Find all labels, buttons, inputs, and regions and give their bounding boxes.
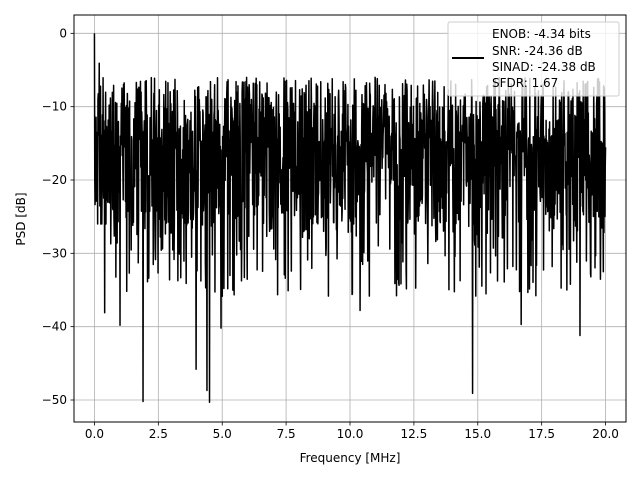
legend-snr: SNR: -24.36 dB <box>492 44 583 58</box>
y-tick-label: 0 <box>59 26 67 40</box>
x-tick-label: 2.5 <box>149 427 168 441</box>
psd-series-line <box>93 33 607 403</box>
y-axis-label: PSD [dB] <box>14 192 28 245</box>
x-tick-label: 20.0 <box>592 427 619 441</box>
x-tick-label: 10.0 <box>337 427 364 441</box>
y-tick-label: −30 <box>42 246 67 260</box>
legend-sfdr: SFDR: 1.67 <box>492 76 558 90</box>
legend: ENOB: -4.34 bits SNR: -24.36 dB SINAD: -… <box>447 21 620 97</box>
legend-sinad: SINAD: -24.38 dB <box>492 60 596 74</box>
x-tick-label: 15.0 <box>464 427 491 441</box>
x-tick-label: 12.5 <box>401 427 428 441</box>
legend-box <box>447 21 620 97</box>
x-tick-label: 7.5 <box>277 427 296 441</box>
y-tick-label: −20 <box>42 173 67 187</box>
y-tick-label: −40 <box>42 320 67 334</box>
x-tick-label: 17.5 <box>528 427 555 441</box>
y-tick-label: −10 <box>42 100 67 114</box>
series-layer <box>93 33 607 403</box>
x-tick-label: 0.0 <box>85 427 104 441</box>
tick-layer: 0.0 2.5 5.0 7.5 10.0 12.5 15.0 17.5 20.0 0 −10 −20 −… <box>42 26 619 441</box>
legend-enob: ENOB: -4.34 bits <box>492 27 591 41</box>
y-tick-label: −50 <box>42 393 67 407</box>
x-axis-label: Frequency [MHz] <box>300 451 401 465</box>
x-tick-label: 5.0 <box>213 427 232 441</box>
